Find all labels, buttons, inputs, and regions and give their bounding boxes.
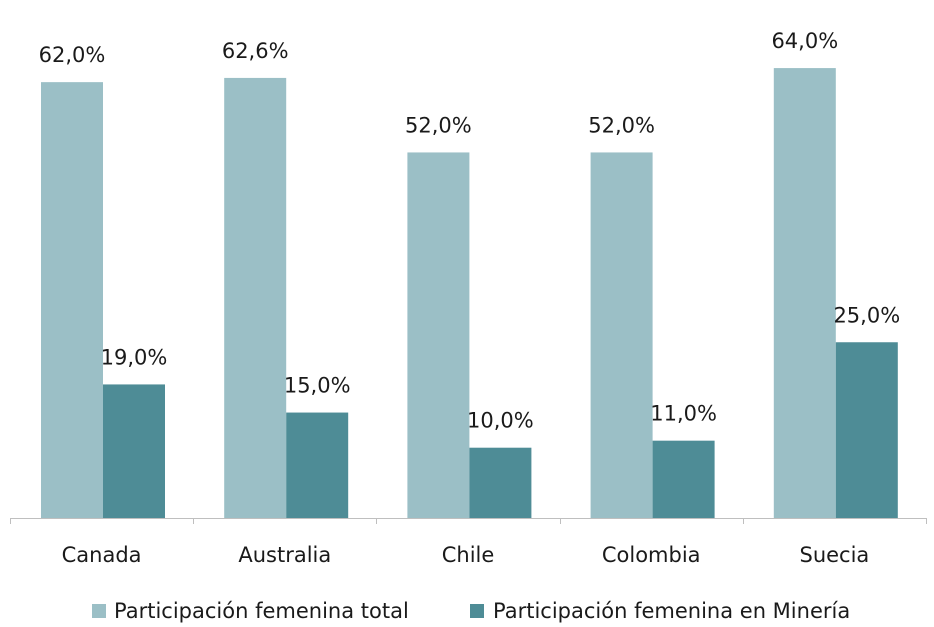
value-label: 19,0% bbox=[101, 345, 168, 369]
bar-australia-series-1 bbox=[224, 77, 287, 518]
bar-canada-series-2 bbox=[103, 384, 165, 518]
bar-suecia-series-2 bbox=[835, 342, 898, 518]
category-label: Suecia bbox=[799, 543, 869, 567]
legend-label: Participación femenina total bbox=[114, 599, 409, 623]
legend-label: Participación femenina en Minería bbox=[493, 599, 850, 623]
legend-item-1: Participación femenina total bbox=[92, 599, 409, 623]
bar-suecia-series-1 bbox=[773, 68, 836, 518]
legend-swatch bbox=[470, 604, 484, 618]
value-label: 62,0% bbox=[39, 43, 106, 67]
bar-colombia-series-2 bbox=[652, 440, 715, 518]
bar-chile-series-2 bbox=[469, 447, 532, 518]
bar-chile-series-1 bbox=[407, 152, 470, 518]
bar-australia-series-2 bbox=[286, 412, 349, 518]
value-label: 25,0% bbox=[833, 303, 900, 327]
bar-colombia-series-1 bbox=[590, 152, 653, 518]
category-label: Australia bbox=[238, 543, 331, 567]
legend: Participación femenina total Participació… bbox=[92, 599, 850, 623]
value-label: 64,0% bbox=[771, 29, 838, 53]
bars-group bbox=[41, 68, 898, 518]
bar-canada-series-1 bbox=[41, 82, 103, 518]
value-label: 15,0% bbox=[284, 374, 351, 398]
value-label: 62,6% bbox=[222, 39, 289, 63]
value-label: 11,0% bbox=[650, 402, 717, 426]
category-label: Colombia bbox=[602, 543, 701, 567]
category-label: Chile bbox=[442, 543, 495, 567]
legend-item-2: Participación femenina en Minería bbox=[470, 599, 850, 623]
legend-swatch bbox=[92, 604, 106, 618]
value-label: 52,0% bbox=[588, 113, 655, 137]
category-labels-group: Canada Australia Chile Colombia Suecia bbox=[62, 543, 870, 567]
value-label: 52,0% bbox=[405, 113, 472, 137]
category-label: Canada bbox=[62, 543, 142, 567]
value-labels-group: 62,0% 19,0% 62,6% 15,0% 52,0% 10,0% 52,0% 11,0%… bbox=[39, 29, 901, 433]
value-label: 10,0% bbox=[467, 409, 534, 433]
x-axis bbox=[10, 518, 927, 524]
